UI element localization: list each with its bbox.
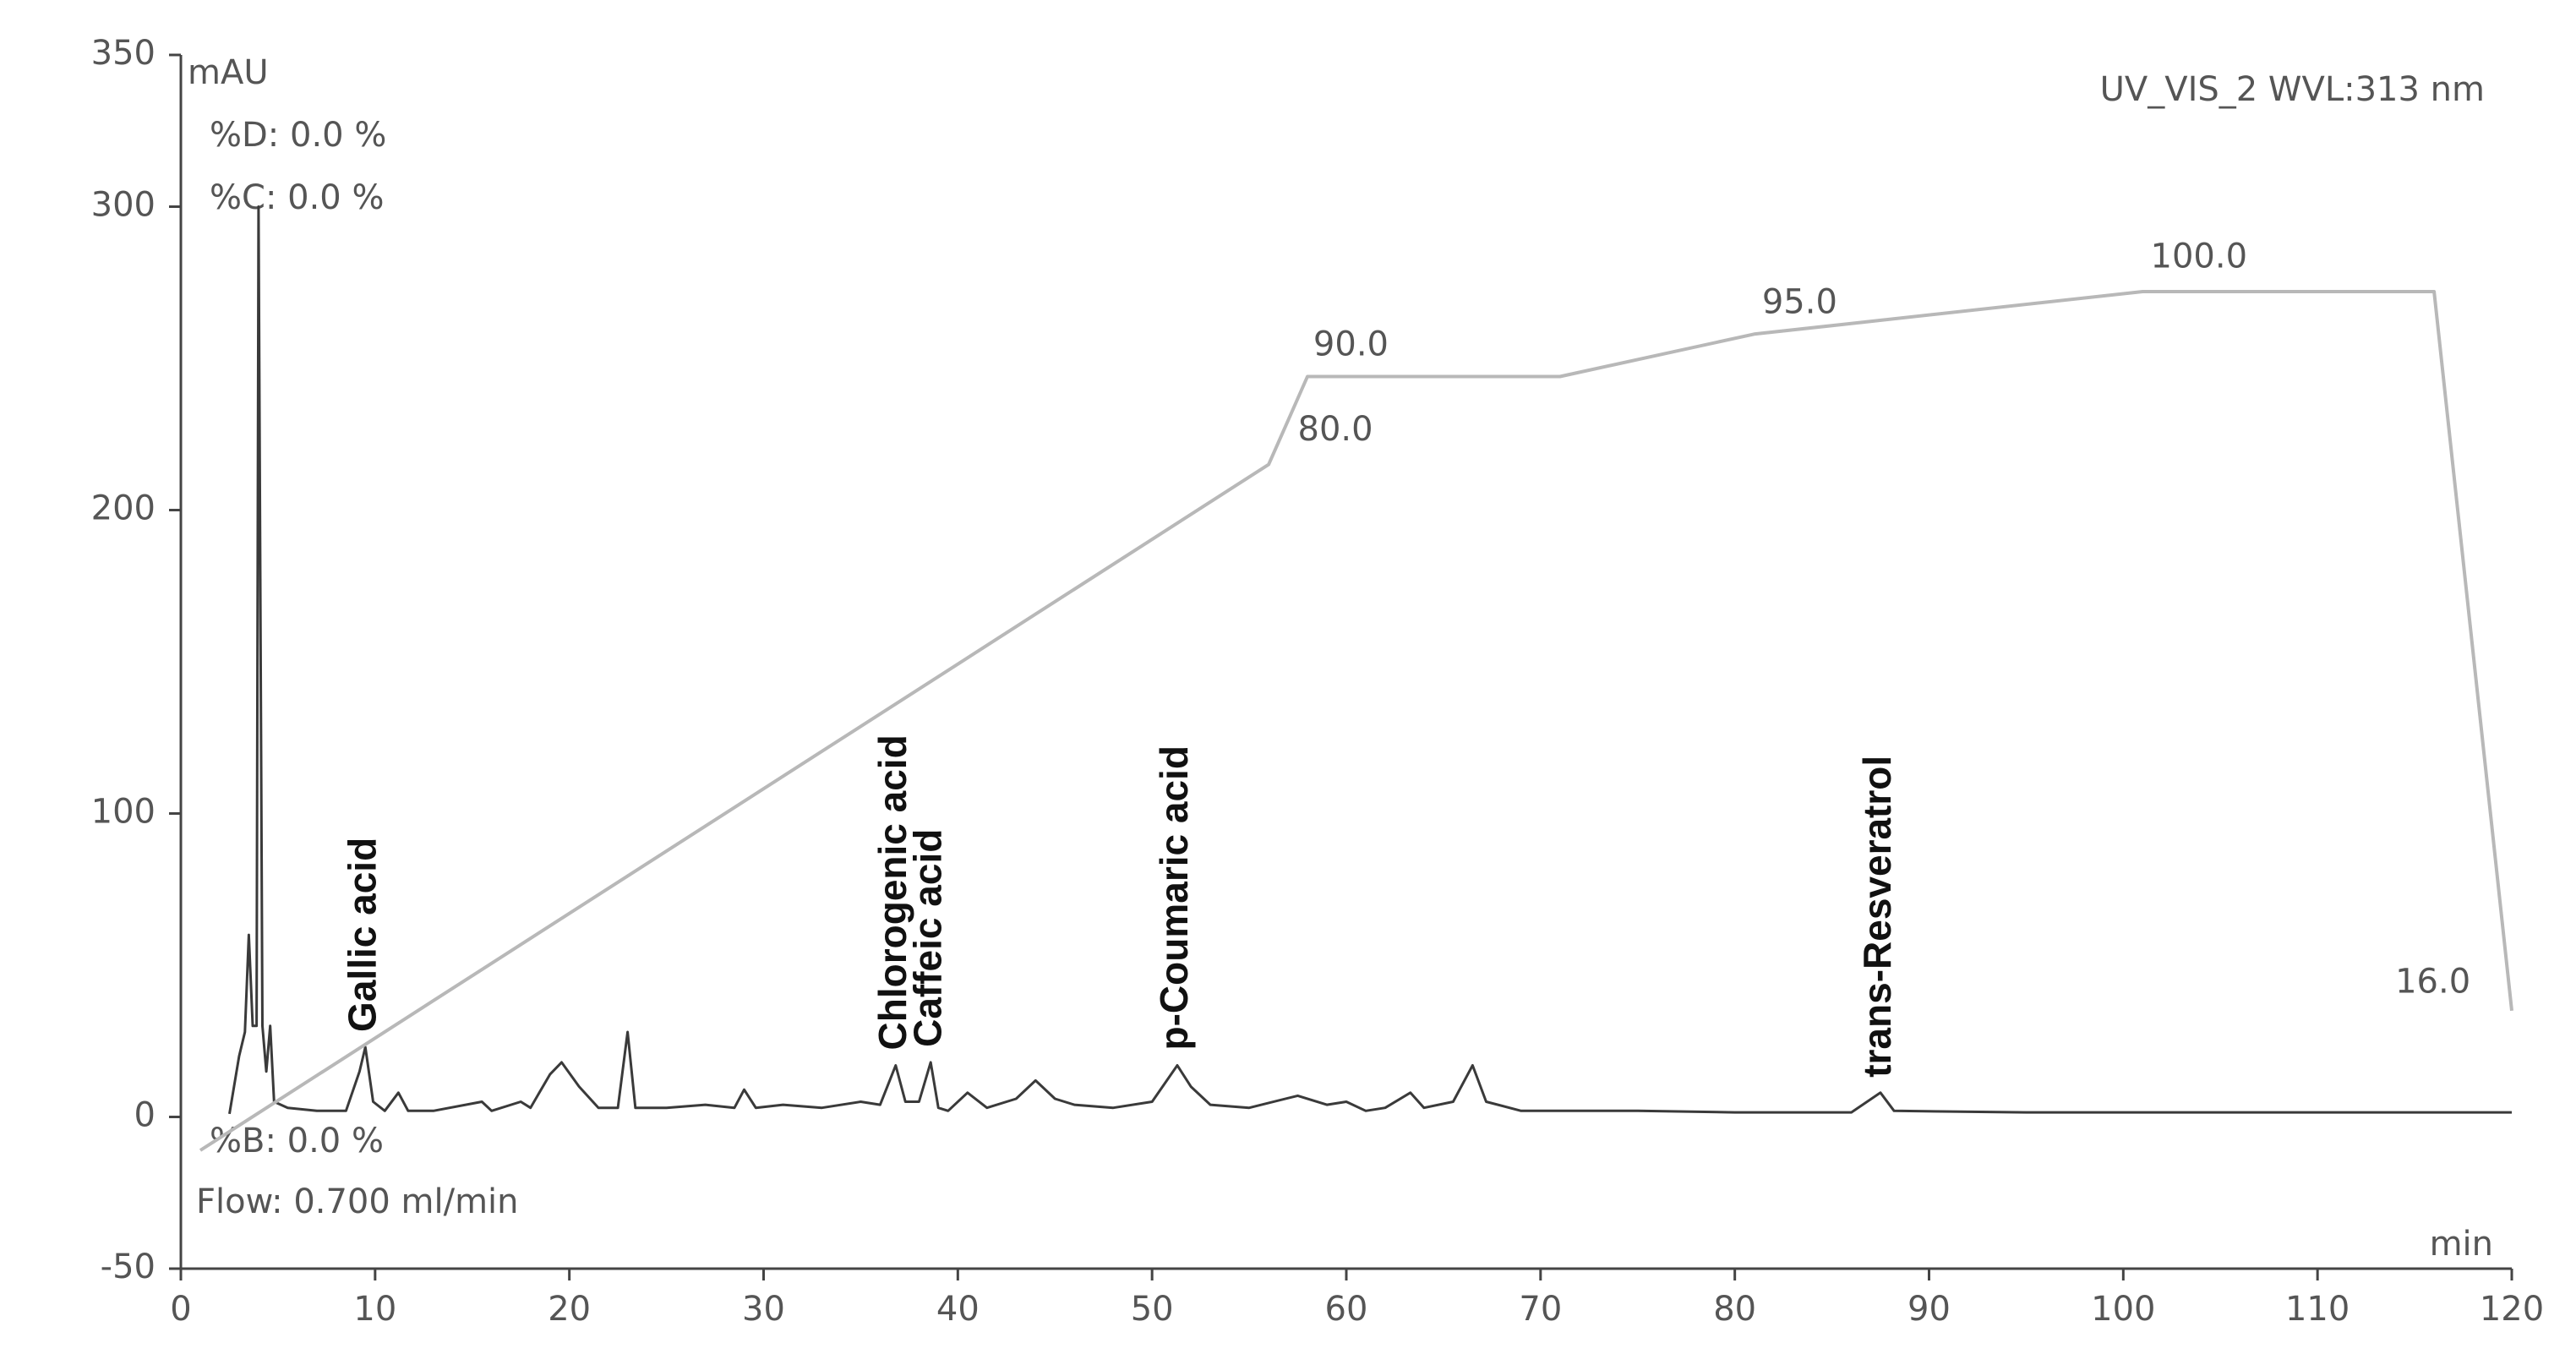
gradient-label: 90.0 bbox=[1313, 325, 1389, 364]
info-label: %C: 0.0 % bbox=[210, 178, 384, 217]
y-tick-label: 0 bbox=[134, 1096, 156, 1135]
x-tick-label: 90 bbox=[1907, 1290, 1951, 1329]
x-tick-label: 120 bbox=[2480, 1290, 2544, 1329]
y-tick-label: 200 bbox=[91, 489, 156, 528]
x-axis-label: min bbox=[2430, 1225, 2493, 1264]
x-tick-label: 100 bbox=[2091, 1290, 2155, 1329]
y-tick-label: 350 bbox=[91, 34, 156, 73]
gradient-label: 16.0 bbox=[2395, 963, 2470, 1002]
gradient-line bbox=[199, 290, 2513, 1152]
peak-label: Caffeic acid bbox=[905, 829, 949, 1047]
gradient-label: 100.0 bbox=[2151, 238, 2248, 276]
x-tick-label: 30 bbox=[742, 1290, 785, 1329]
peak-label: trans-Resveratrol bbox=[1855, 756, 1899, 1078]
chromatogram-line bbox=[228, 205, 2512, 1115]
x-tick-label: 70 bbox=[1519, 1290, 1562, 1329]
x-tick-label: 10 bbox=[353, 1290, 396, 1329]
x-tick-label: 20 bbox=[548, 1290, 591, 1329]
info-label: %B: 0.0 % bbox=[210, 1122, 384, 1160]
x-tick-label: 80 bbox=[1713, 1290, 1756, 1329]
x-tick-label: 110 bbox=[2285, 1290, 2350, 1329]
x-tick-label: 50 bbox=[1131, 1290, 1174, 1329]
y-tick-label: 100 bbox=[91, 793, 156, 832]
gradient-label: 95.0 bbox=[1762, 282, 1837, 321]
gradient-label: 80.0 bbox=[1298, 410, 1373, 449]
y-tick-label: -50 bbox=[101, 1248, 156, 1286]
channel-label: UV_VIS_2 WVL:313 nm bbox=[2100, 70, 2485, 109]
peak-label: p-Coumaric acid bbox=[1152, 745, 1196, 1050]
y-tick-label: 300 bbox=[91, 186, 156, 225]
peak-label: Chlorogenic acid bbox=[870, 734, 914, 1050]
x-tick-label: 40 bbox=[936, 1290, 980, 1329]
x-tick-label: 0 bbox=[170, 1290, 191, 1329]
y-axis-label: mAU bbox=[188, 53, 269, 92]
x-tick-label: 60 bbox=[1325, 1290, 1368, 1329]
info-label: Flow: 0.700 ml/min bbox=[196, 1182, 519, 1221]
info-label: %D: 0.0 % bbox=[210, 116, 386, 155]
peak-label: Gallic acid bbox=[340, 838, 384, 1032]
